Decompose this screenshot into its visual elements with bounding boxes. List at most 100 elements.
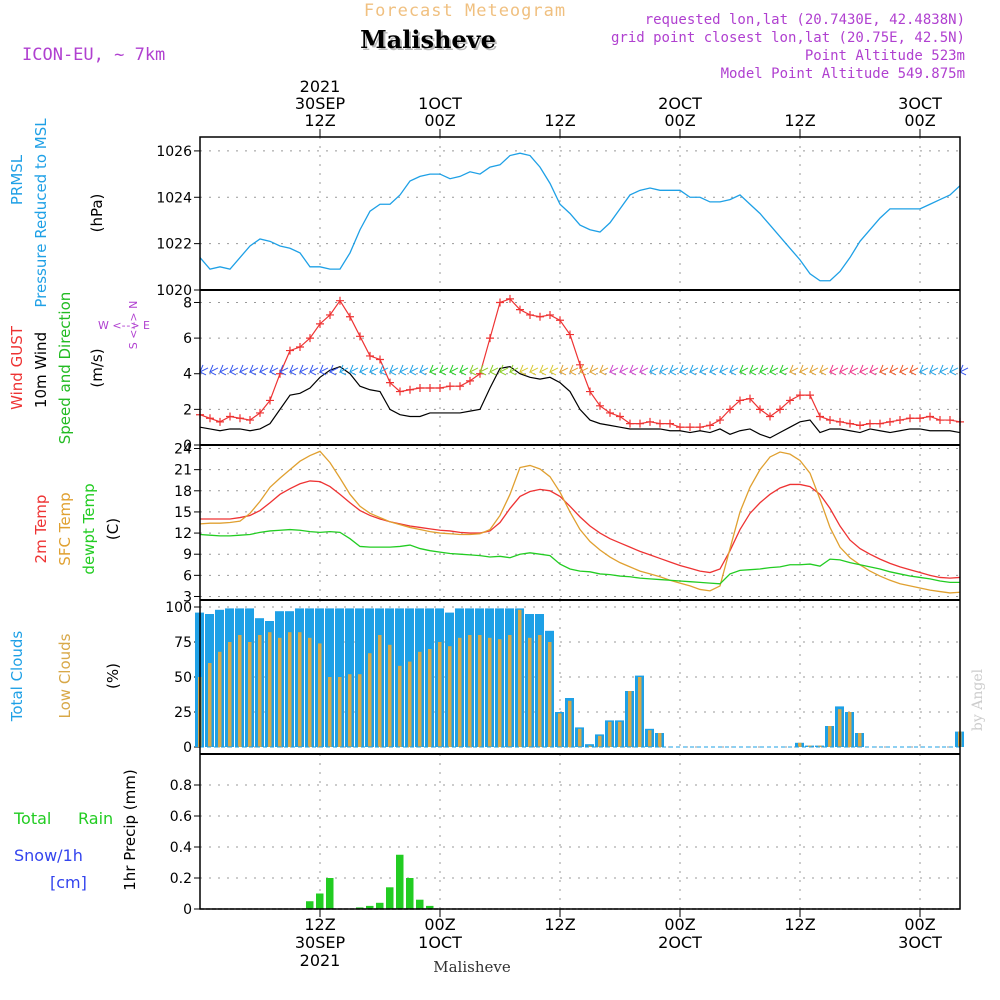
wind-arrow [609, 364, 619, 376]
wind-arrow [339, 364, 349, 376]
rain-bar [366, 905, 374, 909]
bottom-time-label: 00Z [904, 915, 935, 934]
wind-arrow [709, 364, 719, 376]
wind-arrow [479, 364, 489, 376]
bottom-time-label: 12Z [784, 915, 815, 934]
y-tick-label: 12 [174, 526, 192, 542]
wind-arrow [489, 364, 499, 376]
prmsl-label: PRMSL [8, 154, 26, 205]
panel-3: 3 6 9 12 15 18 21 24 [174, 442, 961, 605]
temp2m-line [200, 480, 961, 579]
wind-unit: (m/s) [88, 348, 106, 387]
gust-marker [696, 423, 704, 432]
low-cloud-bar [528, 637, 532, 747]
top-time-label: 00Z [424, 111, 455, 130]
panel-2: 0 2 4 6 8 [183, 290, 969, 454]
y-tick-label: 0.4 [170, 840, 192, 856]
gust-marker [286, 346, 294, 355]
gust-marker [646, 417, 654, 426]
low-cloud-bar [428, 649, 432, 747]
gust-marker [816, 412, 824, 421]
low-cloud-bar [228, 642, 232, 747]
wind-arrow [229, 364, 239, 376]
compass-ns: S <--> N [127, 301, 140, 350]
wind-arrow [439, 364, 449, 376]
gust-marker [806, 391, 814, 400]
top-time-label: 12Z [544, 111, 575, 130]
top-time-label: 3OCT [898, 94, 942, 113]
wind-arrow [519, 364, 529, 376]
rain-bar [416, 899, 424, 909]
y-tick-label: 3 [183, 589, 192, 605]
y-tick-label: 9 [183, 547, 192, 563]
rain-bar [316, 893, 324, 909]
gust-marker [366, 351, 374, 360]
gust-marker [936, 416, 944, 425]
gust-marker [406, 385, 414, 394]
low-cloud-bar [408, 661, 412, 747]
low-cloud-bar [498, 639, 502, 747]
wind-arrow [589, 364, 599, 376]
requested-coords: requested lon,lat (20.7430E, 42.4838N) [645, 12, 965, 28]
temp2m-label: 2m Temp [32, 495, 50, 564]
compass-west: W <- [98, 319, 126, 332]
wind-arrow [679, 364, 689, 376]
bottom-time-label: 3OCT [898, 933, 942, 952]
sfc-label: SFC Temp [56, 492, 74, 565]
top-time-label: 30SEP [295, 94, 346, 113]
gust-marker [396, 387, 404, 396]
top-time-label: 12Z [784, 111, 815, 130]
top-time-label: 12Z [304, 111, 335, 130]
wind-arrow [849, 364, 859, 376]
gust-marker [906, 414, 914, 423]
gust-marker [666, 419, 674, 428]
gust-marker [556, 316, 564, 325]
low-cloud-bar [848, 712, 852, 747]
low-cloud-bar [258, 635, 262, 747]
y-tick-label: 2 [183, 402, 192, 418]
gust-marker [506, 294, 514, 303]
gust-marker [706, 421, 714, 430]
wind-arrow [819, 364, 829, 376]
total-rain-label: Total [13, 809, 51, 828]
wind-arrow [689, 364, 699, 376]
wind-arrow [889, 364, 899, 376]
wind-arrow [909, 364, 919, 376]
low-cloud-bar [588, 745, 592, 747]
y-tick-label: 0 [183, 740, 192, 756]
wind-arrow [599, 364, 609, 376]
gridpoint-coords: grid point closest lon,lat (20.75E, 42.5… [611, 30, 965, 46]
low-cloud-bar [628, 691, 632, 747]
gust-marker [496, 298, 504, 307]
low-cloud-bar [828, 726, 832, 747]
wind-arrow [369, 364, 379, 376]
gust-marker [336, 296, 344, 305]
wind-arrow [419, 364, 429, 376]
forecast-subtitle: Forecast Meteogram [364, 1, 566, 21]
wind-arrow [239, 364, 249, 376]
bottom-time-label: 2021 [300, 951, 341, 970]
low-cloud-bar [388, 644, 392, 747]
gust-marker [246, 416, 254, 425]
wind-dir-label: Speed and Direction [56, 292, 74, 445]
gust-marker [566, 330, 574, 339]
y-tick-label: 0.6 [170, 809, 192, 825]
point-altitude: Point Altitude 523m [805, 48, 965, 64]
low-cloud-bar [238, 635, 242, 747]
y-tick-label: 1026 [156, 144, 192, 160]
wind-arrow [719, 364, 729, 376]
wind-arrow [949, 364, 959, 376]
wind-arrow [539, 364, 549, 376]
low-cloud-bar [798, 742, 802, 747]
panel-5: 0 0.2 0.4 0.6 0.8 [170, 754, 960, 918]
gust-marker [746, 394, 754, 403]
y-tick-label: 75 [174, 635, 192, 651]
wind-arrow [509, 364, 519, 376]
wind-arrow [869, 364, 879, 376]
y-tick-label: 1024 [156, 190, 192, 206]
top-time-label: 2OCT [658, 94, 702, 113]
wind-arrow [259, 364, 269, 376]
y-tick-label: 4 [183, 367, 192, 383]
location-title-shadow: Malisheve [362, 27, 498, 56]
